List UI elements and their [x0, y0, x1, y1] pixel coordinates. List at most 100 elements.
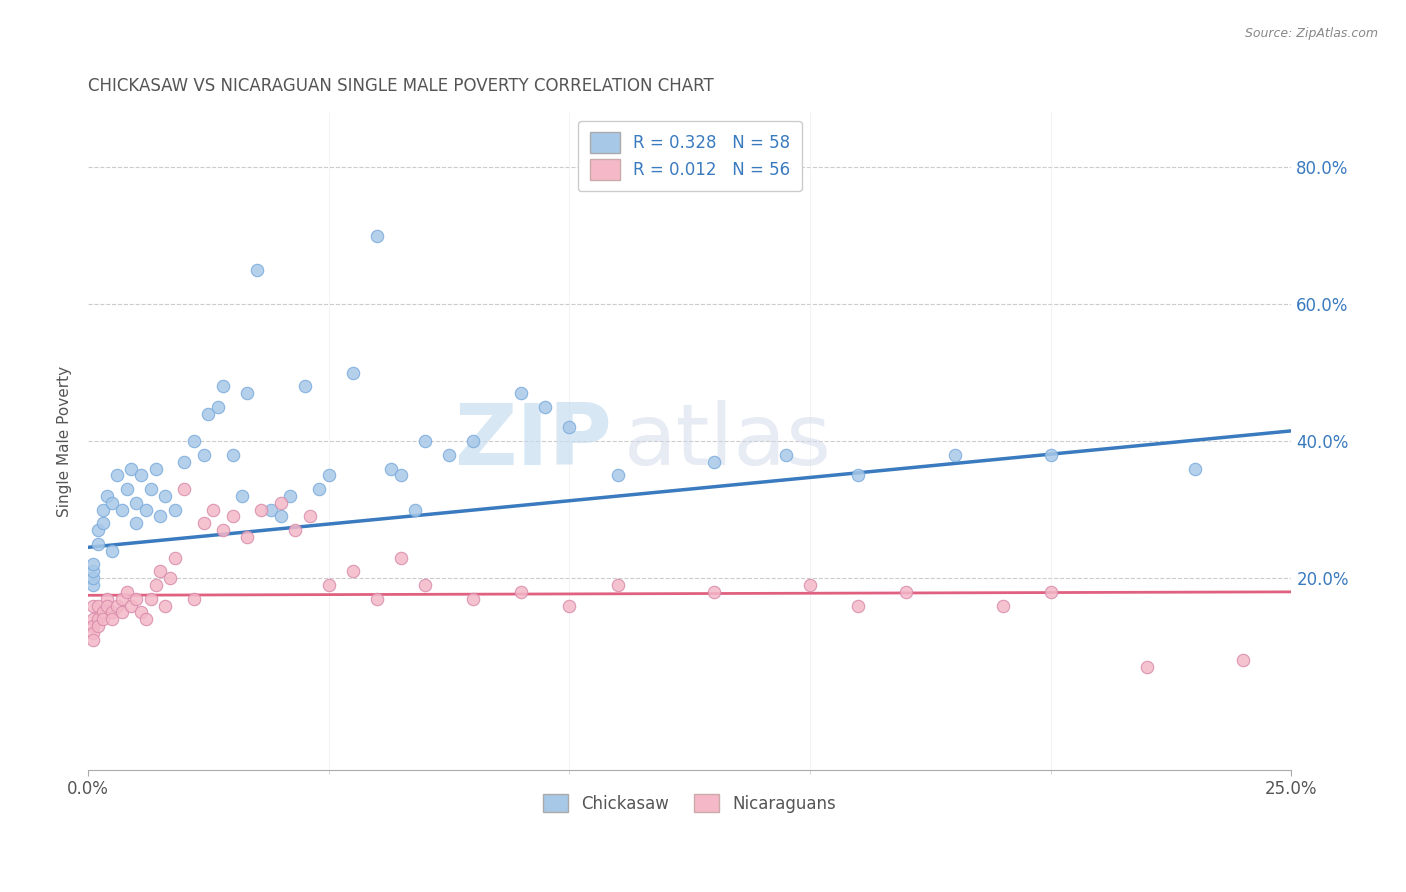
Point: [101, 612, 124, 626]
Point: [221, 448, 243, 462]
Point: [342, 564, 364, 578]
Point: [212, 379, 235, 393]
Point: [389, 468, 412, 483]
Point: [1039, 448, 1062, 462]
Point: [1039, 585, 1062, 599]
Point: [135, 612, 157, 626]
Point: [221, 509, 243, 524]
Point: [149, 509, 172, 524]
Point: [96, 489, 118, 503]
Point: [846, 599, 869, 613]
Point: [298, 509, 321, 524]
Point: [318, 578, 340, 592]
Text: atlas: atlas: [624, 400, 831, 483]
Text: ZIP: ZIP: [454, 400, 612, 483]
Point: [896, 585, 918, 599]
Point: [129, 468, 152, 483]
Point: [260, 502, 283, 516]
Point: [115, 585, 138, 599]
Point: [149, 564, 172, 578]
Point: [111, 606, 134, 620]
Point: [153, 489, 176, 503]
Point: [105, 599, 128, 613]
Point: [135, 502, 157, 516]
Point: [380, 461, 402, 475]
Point: [163, 550, 186, 565]
Point: [87, 599, 110, 613]
Point: [82, 612, 104, 626]
Point: [231, 489, 253, 503]
Point: [87, 612, 110, 626]
Point: [246, 263, 269, 277]
Point: [145, 461, 167, 475]
Point: [270, 496, 292, 510]
Point: [82, 571, 104, 585]
Point: [125, 496, 148, 510]
Point: [91, 612, 114, 626]
Point: [270, 509, 292, 524]
Point: [558, 599, 581, 613]
Point: [318, 468, 340, 483]
Point: [463, 591, 485, 606]
Point: [703, 455, 725, 469]
Point: [606, 468, 628, 483]
Point: [558, 420, 581, 434]
Point: [534, 400, 557, 414]
Point: [163, 502, 186, 516]
Point: [87, 619, 110, 633]
Point: [87, 523, 110, 537]
Point: [284, 523, 307, 537]
Point: [1232, 653, 1254, 667]
Point: [193, 448, 215, 462]
Point: [510, 386, 533, 401]
Legend: Chickasaw, Nicaraguans: Chickasaw, Nicaraguans: [534, 786, 845, 821]
Point: [1136, 660, 1159, 674]
Point: [87, 537, 110, 551]
Point: [437, 448, 460, 462]
Point: [96, 591, 118, 606]
Point: [236, 530, 259, 544]
Point: [775, 448, 797, 462]
Point: [183, 434, 205, 449]
Point: [366, 591, 388, 606]
Point: [91, 606, 114, 620]
Point: [278, 489, 301, 503]
Point: [404, 502, 426, 516]
Point: [101, 543, 124, 558]
Point: [510, 585, 533, 599]
Point: [82, 626, 104, 640]
Point: [125, 591, 148, 606]
Point: [159, 571, 181, 585]
Point: [115, 482, 138, 496]
Point: [197, 407, 219, 421]
Point: [202, 502, 225, 516]
Point: [389, 550, 412, 565]
Point: [606, 578, 628, 592]
Point: [342, 366, 364, 380]
Point: [943, 448, 966, 462]
Point: [183, 591, 205, 606]
Point: [308, 482, 330, 496]
Point: [82, 619, 104, 633]
Point: [153, 599, 176, 613]
Point: [250, 502, 273, 516]
Point: [129, 606, 152, 620]
Point: [173, 482, 195, 496]
Point: [991, 599, 1014, 613]
Point: [799, 578, 821, 592]
Point: [145, 578, 167, 592]
Y-axis label: Single Male Poverty: Single Male Poverty: [58, 366, 72, 516]
Point: [1184, 461, 1206, 475]
Point: [846, 468, 869, 483]
Text: Source: ZipAtlas.com: Source: ZipAtlas.com: [1244, 27, 1378, 40]
Point: [82, 578, 104, 592]
Point: [82, 564, 104, 578]
Point: [82, 632, 104, 647]
Point: [193, 516, 215, 531]
Point: [82, 599, 104, 613]
Point: [121, 599, 143, 613]
Point: [91, 516, 114, 531]
Point: [111, 502, 134, 516]
Point: [212, 523, 235, 537]
Point: [173, 455, 195, 469]
